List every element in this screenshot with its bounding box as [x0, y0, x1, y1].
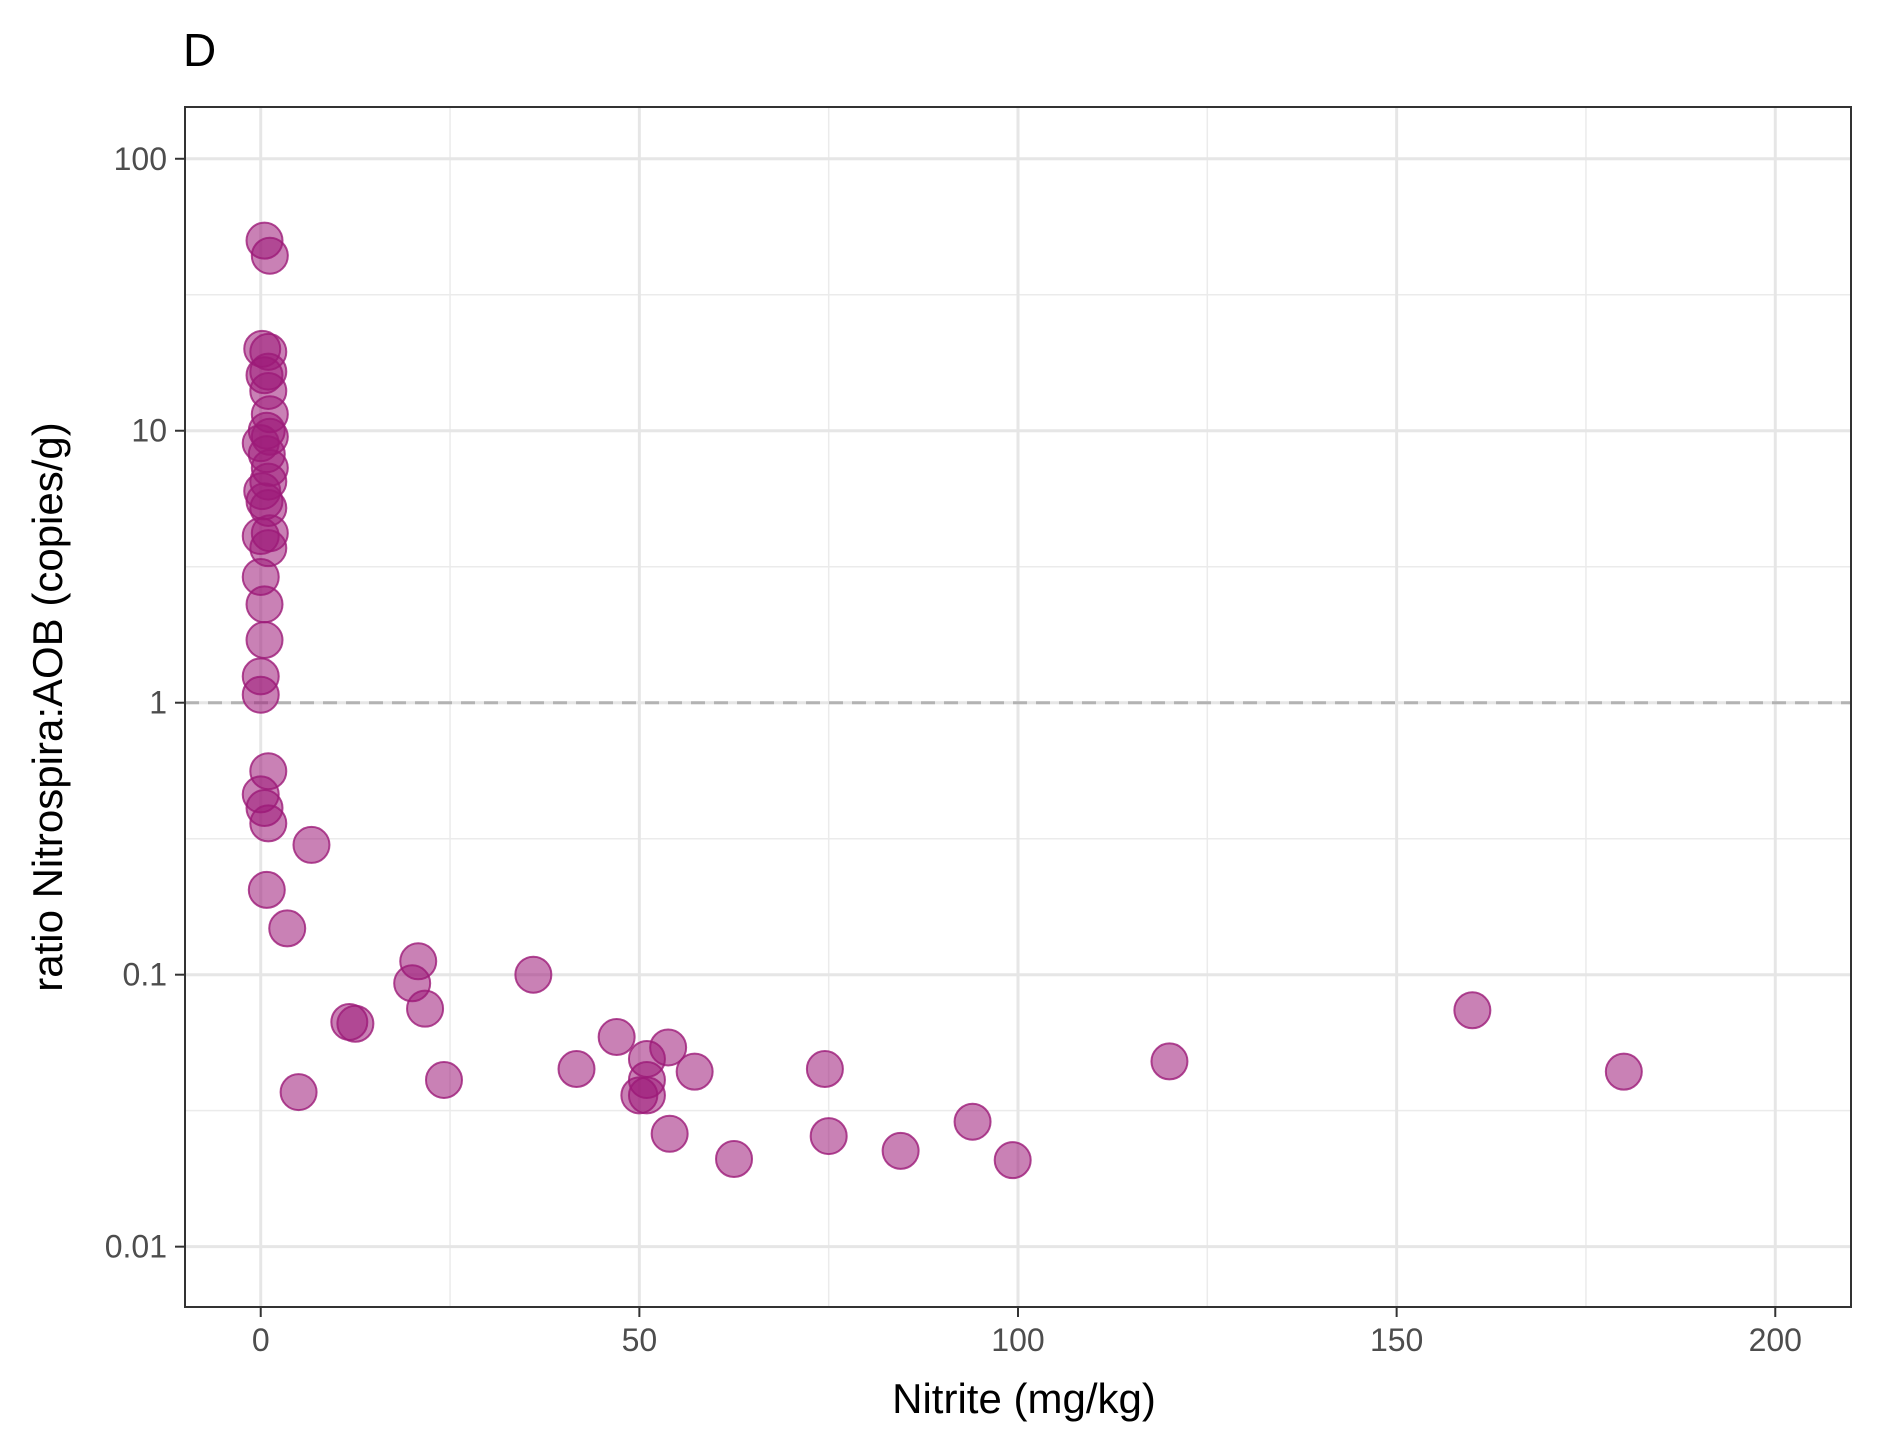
data-points	[241, 221, 1643, 1180]
data-point	[292, 825, 331, 864]
y-tick-label: 100	[114, 141, 167, 177]
y-tick-label: 1	[149, 685, 167, 721]
x-tick-label: 200	[1749, 1322, 1802, 1358]
x-tick-label: 100	[991, 1322, 1044, 1358]
data-point	[514, 955, 553, 994]
data-point	[881, 1131, 920, 1170]
data-point	[250, 236, 289, 275]
data-point	[953, 1102, 992, 1141]
x-tick-label: 50	[622, 1322, 658, 1358]
data-point	[424, 1061, 463, 1100]
data-point	[650, 1114, 689, 1153]
x-axis-title: Nitrite (mg/kg)	[892, 1375, 1156, 1422]
data-point	[557, 1050, 596, 1089]
x-tick-label: 0	[252, 1322, 270, 1358]
data-point	[1604, 1052, 1643, 1091]
x-tick-label: 150	[1370, 1322, 1423, 1358]
data-point	[279, 1073, 318, 1112]
data-point	[268, 909, 307, 948]
data-point	[336, 1004, 375, 1043]
data-point	[649, 1028, 688, 1067]
panel-label: D	[183, 24, 216, 76]
y-tick-label: 10	[131, 413, 167, 449]
x-axis-ticks: 0 50 100 150 200	[252, 1307, 1802, 1358]
data-point	[675, 1052, 714, 1091]
data-point	[993, 1141, 1032, 1180]
data-point	[249, 804, 288, 843]
y-tick-label: 0.1	[123, 957, 167, 993]
data-point	[406, 989, 445, 1028]
data-point	[627, 1076, 666, 1115]
data-point	[597, 1018, 636, 1057]
data-point	[715, 1140, 754, 1179]
data-point	[241, 675, 280, 714]
y-axis-title: ratio Nitrospira:AOB (copies/g)	[24, 422, 71, 992]
data-point	[1453, 991, 1492, 1030]
data-point	[805, 1050, 844, 1089]
y-axis-ticks: 0.01 0.1 1 10 100	[105, 141, 185, 1265]
y-tick-label: 0.01	[105, 1229, 167, 1265]
data-point	[245, 585, 284, 624]
data-point	[809, 1117, 848, 1156]
data-point	[1150, 1042, 1189, 1081]
data-point	[247, 870, 286, 909]
data-point	[245, 621, 284, 660]
